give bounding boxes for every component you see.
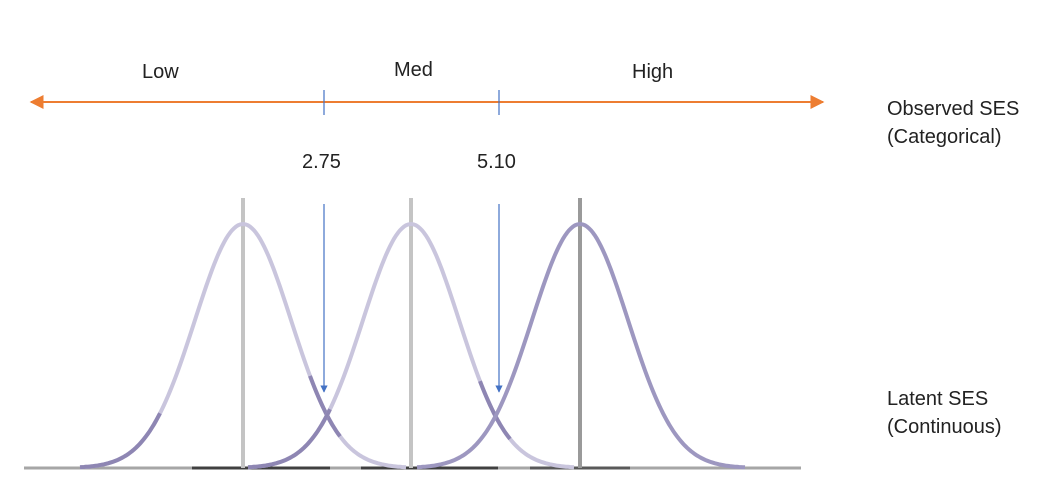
latent-curve-high (416, 222, 746, 470)
cutpoint-1-label: 2.75 (302, 151, 341, 173)
latent-ses-subtitle: (Continuous) (887, 416, 1002, 438)
cutpoint-2-label: 5.10 (477, 151, 516, 173)
latent-curve-med-left-tail (247, 408, 332, 470)
observed-ses-subtitle: (Categorical) (887, 126, 1001, 148)
latent-ses-title: Latent SES (887, 388, 988, 410)
category-high-label: High (632, 61, 673, 83)
latent-curve-low-tail (79, 412, 162, 470)
category-med-label: Med (394, 59, 433, 81)
observed-ses-title: Observed SES (887, 98, 1019, 120)
category-low-label: Low (142, 61, 179, 83)
latent-curve-low-right-tail (308, 375, 342, 438)
